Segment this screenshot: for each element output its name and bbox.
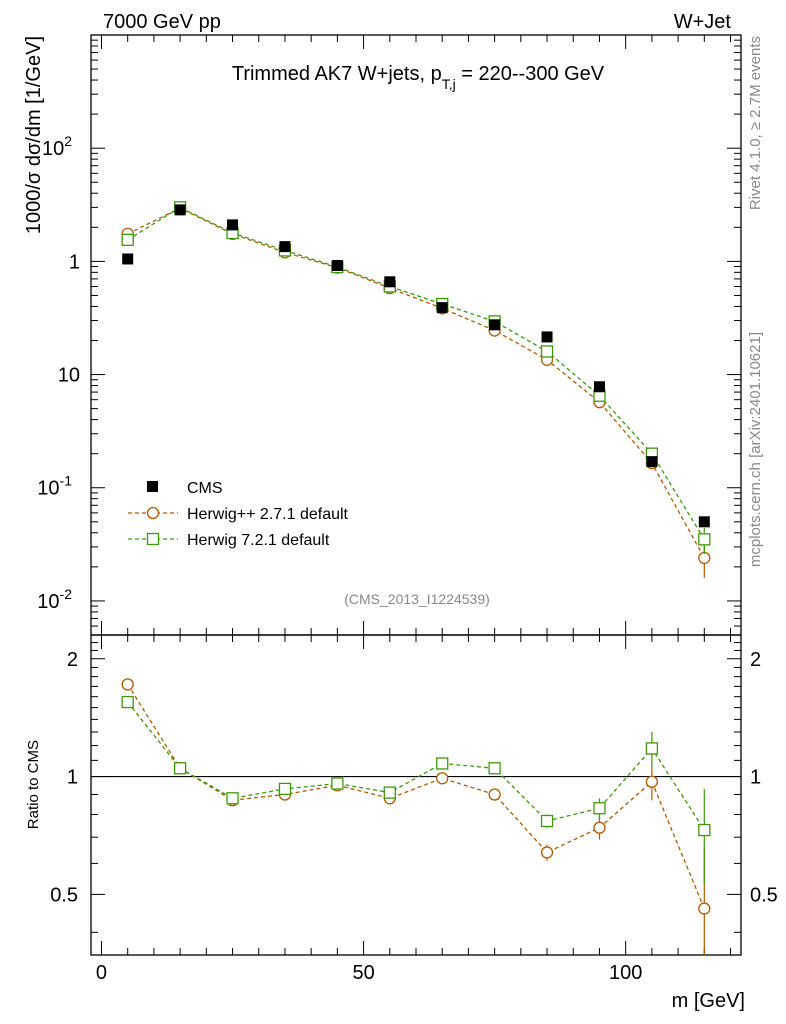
legend-marker-herwig7 — [146, 532, 160, 546]
main-herwig7-point — [121, 233, 134, 246]
ratio-herwig7-point — [593, 802, 606, 815]
main-cms-point — [436, 302, 448, 314]
header-right-label: W+Jet — [674, 11, 732, 33]
ratio-herwig7-point — [488, 762, 501, 775]
legend-label-cms: CMS — [187, 480, 223, 497]
main-y-tick-label: 1 — [69, 251, 80, 273]
ratio-herwig7-point — [383, 786, 396, 799]
ratio-herwig-pp-line — [127, 684, 705, 909]
main-cms-point — [331, 259, 343, 271]
ratio-y-tick-label-right: 0.5 — [750, 884, 778, 906]
ratio-herwig7-point — [173, 762, 187, 775]
main-herwig-pp-point — [698, 551, 711, 565]
ratio-plot-frame — [90, 634, 742, 956]
legend-label-herwig7: Herwig 7.2.1 default — [187, 532, 330, 549]
ratio-herwig7-line — [127, 701, 705, 831]
main-cms-point — [593, 381, 605, 393]
main-herwig7-point — [540, 345, 554, 358]
mcplots-side-label: mcplots.cern.ch [arXiv:2401.10621] — [747, 332, 764, 567]
x-tick-label: 50 — [352, 962, 374, 984]
main-cms-point — [489, 319, 501, 331]
ratio-y-tick-label: 1 — [67, 767, 78, 789]
ratio-herwig-pp-point — [645, 775, 659, 788]
ratio-herwig7-point — [331, 777, 344, 790]
x-axis-label: m [GeV] — [672, 990, 745, 1012]
main-cms-point — [541, 331, 553, 343]
main-plot-title: Trimmed AK7 W+jets, pT,j = 220--300 GeV — [232, 63, 605, 92]
main-y-axis-label: 1000/σ dσ/dm [1/GeV] — [23, 36, 45, 234]
main-y-tick-label: 10-2 — [37, 586, 72, 613]
analysis-id-label: (CMS_2013_I1224539) — [344, 591, 490, 607]
main-cms-point — [227, 219, 239, 231]
main-cms-point — [122, 253, 134, 265]
main-y-tick-label: 10 — [58, 365, 80, 387]
main-cms-point — [384, 276, 396, 288]
rivet-side-label: Rivet 4.1.0, ≥ 2.7M events — [747, 36, 764, 210]
main-cms-point — [646, 456, 658, 468]
main-cms-point — [279, 241, 291, 253]
ratio-herwig7-point — [278, 782, 292, 796]
x-tick-label: 0 — [96, 962, 107, 984]
ratio-y-tick-label: 0.5 — [50, 884, 78, 906]
ratio-y-axis-label: Ratio to CMS — [25, 740, 42, 829]
ratio-herwig7-point — [645, 742, 659, 755]
main-cms-point — [698, 516, 710, 528]
header-left-label: 7000 GeV pp — [103, 11, 221, 33]
ratio-herwig-pp-point — [488, 788, 501, 801]
ratio-herwig7-point — [121, 695, 134, 709]
ratio-herwig7-point — [540, 814, 554, 828]
ratio-herwig7-point — [226, 792, 239, 805]
main-cms-point — [174, 204, 186, 216]
ratio-y-tick-label: 2 — [67, 649, 78, 671]
ratio-y-tick-label-right: 1 — [750, 767, 761, 789]
main-herwig7-point — [698, 533, 711, 546]
main-y-tick-label: 102 — [42, 133, 72, 160]
ratio-herwig7-point — [436, 757, 449, 770]
legend-marker-herwig-pp — [146, 506, 160, 520]
legend-marker-cms — [147, 481, 158, 492]
main-y-tick-label: 10-1 — [37, 473, 72, 500]
legend-label-herwig-pp: Herwig++ 2.7.1 default — [187, 506, 349, 523]
x-tick-label: 100 — [609, 962, 642, 984]
ratio-herwig-pp-point — [436, 772, 449, 785]
ratio-herwig-pp-point — [540, 846, 554, 859]
ratio-herwig-pp-point — [698, 902, 711, 915]
ratio-herwig-pp-point — [593, 821, 606, 834]
legend: CMS Herwig++ 2.7.1 default Herwig 7.2.1 … — [128, 480, 349, 549]
ratio-herwig-pp-point — [121, 678, 134, 691]
main-herwig-pp-line — [127, 207, 705, 559]
ratio-y-tick-label-right: 2 — [750, 649, 761, 671]
ratio-herwig7-point — [698, 823, 711, 837]
